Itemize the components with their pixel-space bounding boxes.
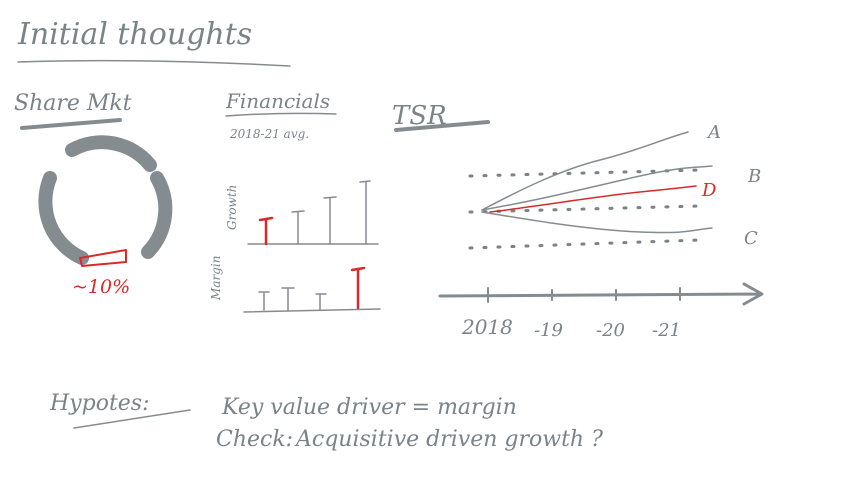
tsr-x-ticks bbox=[487, 287, 681, 303]
financials-period: 2018-21 avg. bbox=[229, 127, 309, 141]
series-line-b bbox=[481, 165, 713, 211]
margin-bar-highlight bbox=[350, 266, 366, 310]
margin-bar bbox=[315, 293, 327, 311]
margin-chart bbox=[243, 266, 381, 313]
series-line-d bbox=[489, 185, 697, 213]
tsr-underline bbox=[394, 120, 490, 132]
series-label-a: A bbox=[706, 122, 721, 143]
margin-bar bbox=[281, 287, 295, 311]
x-tick-21: -21 bbox=[652, 320, 681, 341]
share-donut bbox=[38, 135, 173, 267]
check-label: Check: bbox=[216, 427, 293, 452]
tsr-x-axis bbox=[438, 282, 764, 306]
x-tick-2018: 2018 bbox=[461, 315, 513, 339]
series-label-d: D bbox=[701, 180, 717, 201]
title-underline bbox=[17, 59, 291, 67]
growth-bar bbox=[323, 196, 337, 245]
series-line-a bbox=[481, 131, 689, 211]
financials-underline bbox=[225, 112, 337, 117]
margin-axis-label: Margin bbox=[209, 256, 223, 301]
tsr-chart bbox=[438, 131, 764, 306]
share-heading: Share Mkt bbox=[14, 91, 132, 116]
series-label-c: C bbox=[744, 228, 758, 249]
growth-chart bbox=[247, 180, 379, 246]
donut-segment bbox=[38, 171, 89, 265]
x-tick-20: -20 bbox=[596, 320, 625, 341]
growth-bar-highlight bbox=[258, 216, 274, 246]
financials-heading: Financials bbox=[225, 89, 330, 113]
margin-baseline bbox=[243, 308, 381, 313]
growth-bar bbox=[359, 180, 371, 245]
series-label-b: B bbox=[747, 166, 761, 187]
share-underline bbox=[20, 118, 122, 130]
growth-bar bbox=[291, 210, 305, 245]
share-label: ~10% bbox=[72, 276, 130, 298]
reference-dotted-line bbox=[468, 204, 702, 214]
growth-axis-label: Growth bbox=[225, 185, 239, 230]
hypothesis-label: Hypotes: bbox=[49, 391, 150, 416]
hypothesis-underline bbox=[73, 409, 191, 429]
share-highlight-segment bbox=[79, 249, 127, 267]
check-text: Acquisitive driven growth ? bbox=[294, 427, 603, 452]
reference-dotted-line bbox=[468, 168, 702, 178]
donut-segment bbox=[65, 135, 157, 172]
donut-segment bbox=[141, 171, 173, 259]
x-tick-19: -19 bbox=[534, 320, 563, 341]
series-line-c bbox=[481, 211, 713, 234]
page-title: Initial thoughts bbox=[17, 17, 252, 52]
margin-bar bbox=[258, 291, 270, 311]
reference-dotted-line bbox=[468, 238, 702, 250]
hypothesis-text: Key value driver = margin bbox=[221, 395, 517, 420]
